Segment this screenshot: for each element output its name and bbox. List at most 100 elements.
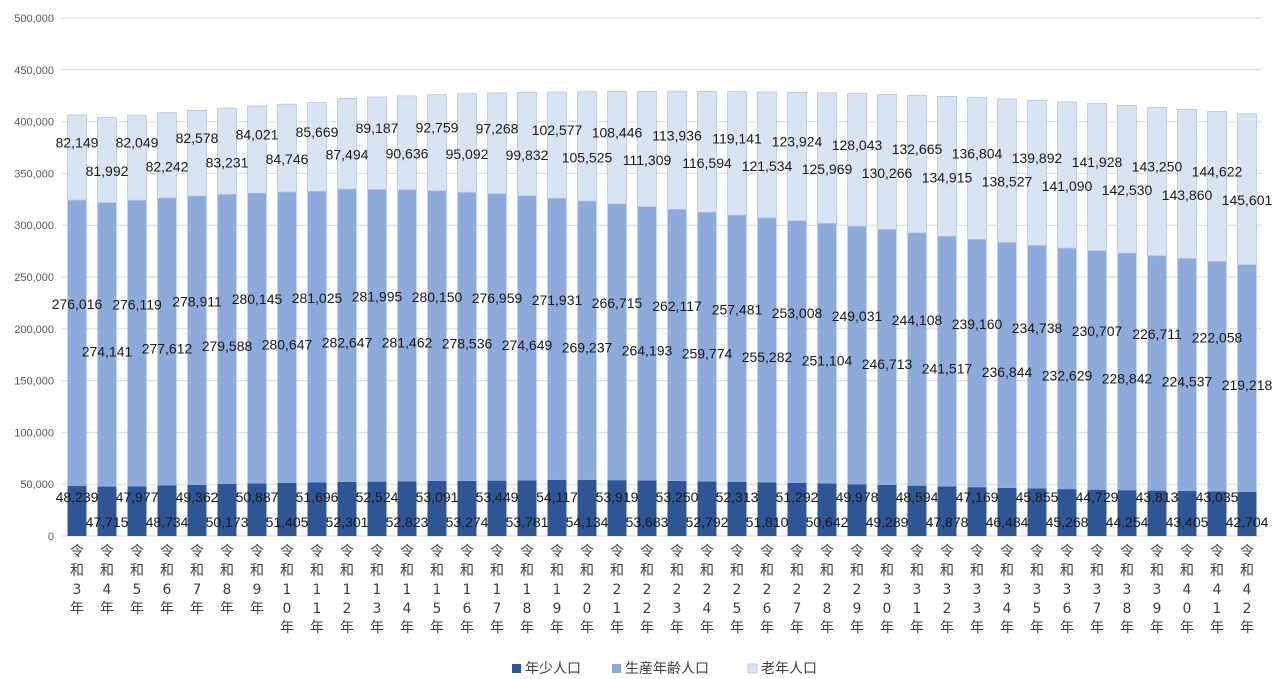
bar-segment — [667, 209, 687, 481]
x-tick-label: 令和 1 8 年 — [520, 544, 534, 636]
x-tick-char: 和 — [1030, 563, 1044, 579]
bar-segment — [217, 194, 237, 485]
x-tick-char: 年 — [1090, 620, 1104, 636]
x-tick-label: 令和 2 1 年 — [610, 544, 624, 636]
x-tick-char: 和 — [400, 563, 414, 579]
data-label: 280,150 — [412, 289, 463, 305]
x-tick-char: 3 — [1123, 582, 1132, 598]
x-tick-char: 1 — [463, 582, 472, 598]
bar-segment — [967, 97, 987, 240]
bar-segment — [457, 480, 477, 536]
data-label: 264,193 — [622, 343, 673, 359]
data-label: 144,622 — [1192, 163, 1243, 179]
bar-segment — [877, 93, 897, 230]
x-tick-char: 令 — [400, 544, 414, 560]
x-tick-label: 令和 3 5 年 — [1030, 544, 1044, 636]
x-tick-char: 和 — [910, 563, 924, 579]
x-tick-char: 0 — [883, 601, 892, 617]
x-tick-char: 令 — [820, 544, 834, 560]
x-tick-label: 令和 1 6 年 — [460, 544, 474, 636]
bar-segment — [997, 242, 1017, 488]
x-tick-char: 和 — [550, 563, 564, 579]
data-label: 253,008 — [772, 305, 823, 321]
grid-layer — [62, 17, 1262, 537]
x-tick-char: 1 — [523, 582, 532, 598]
x-tick-char: 年 — [460, 620, 474, 636]
x-tick-char: 令 — [910, 544, 924, 560]
x-tick-char: 和 — [1150, 563, 1164, 579]
data-label: 143,250 — [1132, 159, 1183, 175]
x-tick-char: 令 — [70, 544, 84, 560]
bar-segment — [1027, 245, 1047, 489]
bar-segment — [1117, 253, 1137, 491]
x-tick-char: 和 — [370, 563, 384, 579]
data-label: 145,601 — [1222, 192, 1273, 208]
data-label: 241,517 — [922, 360, 973, 376]
data-label: 50,173 — [206, 514, 249, 530]
x-tick-label: 令和 2 6 年 — [760, 544, 774, 636]
bar-segment — [607, 480, 627, 536]
x-tick-char: 7 — [193, 582, 202, 598]
x-tick-char: 3 — [1093, 582, 1102, 598]
x-tick-char: 年 — [760, 620, 774, 636]
bar-segment — [247, 105, 267, 194]
x-tick-char: 3 — [373, 601, 382, 617]
data-label: 132,665 — [892, 141, 943, 157]
data-label: 266,715 — [592, 295, 643, 311]
data-label: 141,928 — [1072, 154, 1123, 170]
data-label: 244,108 — [892, 312, 943, 328]
x-tick-char: 年 — [940, 620, 954, 636]
x-tick-char: 年 — [1120, 620, 1134, 636]
x-tick-label: 令和 7 年 — [190, 544, 204, 617]
bar-segment — [727, 215, 747, 482]
legend-swatch — [512, 664, 521, 673]
data-label: 276,119 — [112, 296, 162, 312]
x-tick-char: 年 — [1180, 620, 1194, 636]
x-tick-char: 4 — [1183, 582, 1192, 598]
bar-segment — [217, 107, 237, 195]
data-label: 274,141 — [82, 344, 133, 360]
data-label: 269,237 — [562, 339, 613, 355]
x-tick-char: 年 — [730, 620, 744, 636]
data-label: 90,636 — [386, 146, 429, 162]
x-tick-char: 令 — [100, 544, 114, 560]
x-tick-char: 0 — [583, 601, 592, 617]
x-tick-char: 令 — [970, 544, 984, 560]
bar-segment — [847, 226, 867, 485]
legend-item: 老年人口 — [747, 661, 817, 677]
legend-label: 年少人口 — [525, 661, 581, 677]
x-tick-char: 4 — [403, 601, 412, 617]
x-tick-char: 4 — [1003, 601, 1012, 617]
bar-segment — [937, 236, 957, 487]
bar-segment — [187, 109, 207, 197]
data-label: 43,813 — [1136, 489, 1179, 505]
x-tick-char: 1 — [613, 601, 622, 617]
bar-segment — [487, 193, 507, 481]
bar-segment — [787, 220, 807, 483]
x-tick-char: 2 — [853, 582, 862, 598]
data-label: 51,292 — [776, 489, 819, 505]
x-tick-char: 2 — [823, 582, 832, 598]
data-label: 53,250 — [656, 489, 699, 505]
x-tick-label: 令和 3 2 年 — [940, 544, 954, 636]
bar-segment — [127, 200, 147, 487]
bar-segment — [967, 487, 987, 536]
x-tick-char: 2 — [733, 582, 742, 598]
x-tick-char: 年 — [370, 620, 384, 636]
data-label: 232,629 — [1042, 368, 1093, 384]
x-tick-char: 和 — [1210, 563, 1224, 579]
data-label: 97,268 — [476, 120, 519, 136]
x-tick-char: 令 — [310, 544, 324, 560]
x-tick-label: 令和 4 0 年 — [1180, 544, 1194, 636]
data-label: 239,160 — [952, 316, 1003, 332]
x-tick-char: 令 — [730, 544, 744, 560]
bar-segment — [697, 212, 717, 482]
data-label: 42,704 — [1226, 514, 1269, 530]
x-tick-char: 3 — [943, 582, 952, 598]
x-tick-char: 2 — [643, 582, 652, 598]
x-tick-char: 令 — [850, 544, 864, 560]
x-tick-char: 年 — [910, 620, 924, 636]
data-label: 249,031 — [832, 308, 883, 324]
bar-segment — [337, 481, 357, 536]
bar-segment — [637, 480, 657, 536]
